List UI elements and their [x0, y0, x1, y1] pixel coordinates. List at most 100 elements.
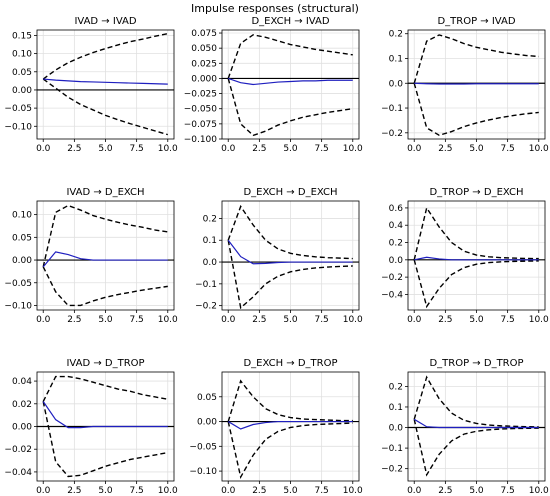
panel-title: D_EXCH → D_TROP: [243, 358, 337, 369]
x-tick-label: 2.5: [252, 315, 266, 325]
y-tick-label: 0.2: [389, 30, 403, 40]
y-tick-label: 0.075: [191, 29, 217, 39]
x-tick-label: 10.0: [529, 315, 549, 325]
upper-band-line: [227, 379, 353, 422]
irf-panel: D_TROP → D_EXCH −0.4 −0.2 0.0 0.2 0.4 0.6 0.0 2.…: [381, 187, 549, 325]
irf-line: [227, 420, 353, 430]
x-tick-label: 5.0: [469, 315, 484, 325]
lower-band-line: [42, 401, 168, 478]
irf-line: [227, 239, 353, 265]
x-tick-label: 5.0: [283, 486, 298, 496]
y-tick-label: 0.10: [12, 50, 32, 60]
x-tick-label: 5.0: [283, 315, 298, 325]
x-tick-label: 2.5: [438, 315, 452, 325]
y-tick-label: 0.2: [389, 382, 403, 392]
x-tick-label: 5.0: [469, 486, 484, 496]
y-tick-label: −0.1: [381, 444, 403, 454]
y-tick-label: 0.00: [12, 256, 32, 266]
irf-panel: IVAD → D_TROP −0.04 −0.02 0.00 0.02 0.04 0.0 2.…: [4, 358, 178, 496]
y-tick-label: −0.050: [184, 105, 218, 115]
panel-title: D_EXCH → D_EXCH: [243, 187, 337, 198]
y-tick-label: 0.10: [12, 211, 32, 221]
irf-panel: IVAD → D_EXCH −0.10 −0.05 0.00 0.05 0.10 0.0 2.…: [4, 187, 178, 325]
y-tick-label: −0.4: [381, 290, 403, 300]
y-tick-label: −0.2: [195, 302, 217, 312]
panel-title: IVAD → D_TROP: [66, 358, 144, 369]
x-tick-label: 2.5: [67, 315, 81, 325]
x-tick-label: 7.5: [500, 144, 514, 154]
irf-line: [414, 256, 539, 261]
irf-panel: D_EXCH → D_TROP −0.10 −0.05 0.00 0.05 0.0 2.5 5…: [189, 358, 363, 496]
y-tick-label: −0.10: [4, 301, 32, 311]
irf-line: [42, 401, 168, 429]
y-tick-label: 0.2: [389, 239, 403, 249]
panel-title: IVAD → D_EXCH: [66, 187, 144, 198]
irf-line: [43, 78, 168, 85]
x-tick-label: 7.5: [500, 315, 514, 325]
axes-frame: [36, 371, 175, 482]
lower-band-line: [413, 83, 539, 137]
upper-band-line: [227, 204, 353, 260]
x-tick-label: 10.0: [343, 315, 363, 325]
irf-panel: IVAD → IVAD −0.10 −0.05 0.00 0.05 0.10 0.15 0.0…: [4, 16, 178, 154]
lower-band-line: [413, 419, 539, 477]
y-tick-label: 0.6: [389, 204, 404, 214]
y-tick-label: −0.1: [381, 104, 403, 114]
axes-frame: [407, 29, 546, 140]
upper-band-line: [227, 34, 353, 79]
x-tick-label: 7.5: [314, 315, 328, 325]
y-tick-label: 0.15: [12, 31, 32, 41]
x-tick-label: 5.0: [98, 315, 113, 325]
x-tick-label: 10.0: [158, 315, 178, 325]
irf-panel: D_EXCH → IVAD −0.100 −0.075 −0.050 −0.025 0.0…: [184, 16, 363, 154]
y-tick-label: 0.0: [389, 79, 404, 89]
y-tick-label: −0.1: [195, 280, 217, 290]
upper-band-line: [413, 375, 539, 428]
irf-line: [228, 77, 353, 86]
x-tick-label: 10.0: [158, 486, 178, 496]
x-tick-label: 7.5: [129, 315, 143, 325]
y-tick-label: 0.05: [12, 233, 32, 243]
y-tick-label: −0.10: [4, 122, 32, 132]
y-tick-label: 0.4: [389, 221, 404, 231]
y-tick-label: 0.05: [197, 393, 217, 403]
upper-band-line: [42, 204, 168, 268]
x-tick-label: 2.5: [438, 144, 452, 154]
x-tick-label: 0.0: [407, 144, 422, 154]
x-tick-label: 0.0: [407, 315, 422, 325]
y-tick-label: 0.1: [389, 54, 403, 64]
y-tick-label: 0.00: [12, 423, 32, 433]
y-tick-label: −0.10: [189, 467, 217, 477]
y-tick-label: −0.02: [4, 445, 32, 455]
x-tick-label: 5.0: [98, 144, 113, 154]
x-tick-label: 2.5: [67, 144, 81, 154]
irf-panel: D_TROP → D_TROP −0.2 −0.1 0.0 0.1 0.2 0.0 2.5 5.…: [381, 358, 549, 496]
lower-band-line: [413, 259, 539, 309]
x-tick-label: 0.0: [36, 315, 51, 325]
x-tick-label: 10.0: [158, 144, 178, 154]
x-tick-label: 7.5: [314, 144, 328, 154]
irf-line: [42, 251, 168, 268]
y-tick-label: −0.2: [381, 273, 403, 283]
y-tick-label: −0.05: [4, 279, 32, 289]
axes-frame: [221, 200, 360, 311]
x-tick-label: 7.5: [314, 486, 328, 496]
upper-band-line: [413, 34, 539, 84]
lower-band-line: [42, 266, 168, 307]
x-tick-label: 7.5: [500, 486, 514, 496]
x-tick-label: 0.0: [36, 144, 51, 154]
y-tick-label: 0.0: [389, 424, 404, 434]
y-tick-label: −0.2: [381, 465, 403, 475]
x-tick-label: 0.0: [36, 486, 51, 496]
x-tick-label: 7.5: [129, 486, 143, 496]
y-tick-label: 0.00: [197, 418, 217, 428]
panel-title: D_EXCH → IVAD: [251, 16, 329, 27]
y-tick-label: 0.05: [12, 68, 32, 78]
y-tick-label: −0.075: [184, 120, 217, 130]
panel-title: IVAD → IVAD: [74, 16, 136, 27]
x-tick-label: 5.0: [283, 144, 298, 154]
upper-band-line: [42, 32, 168, 80]
x-tick-label: 10.0: [529, 486, 549, 496]
y-tick-label: 0.0: [389, 256, 404, 266]
y-tick-label: −0.025: [184, 90, 217, 100]
